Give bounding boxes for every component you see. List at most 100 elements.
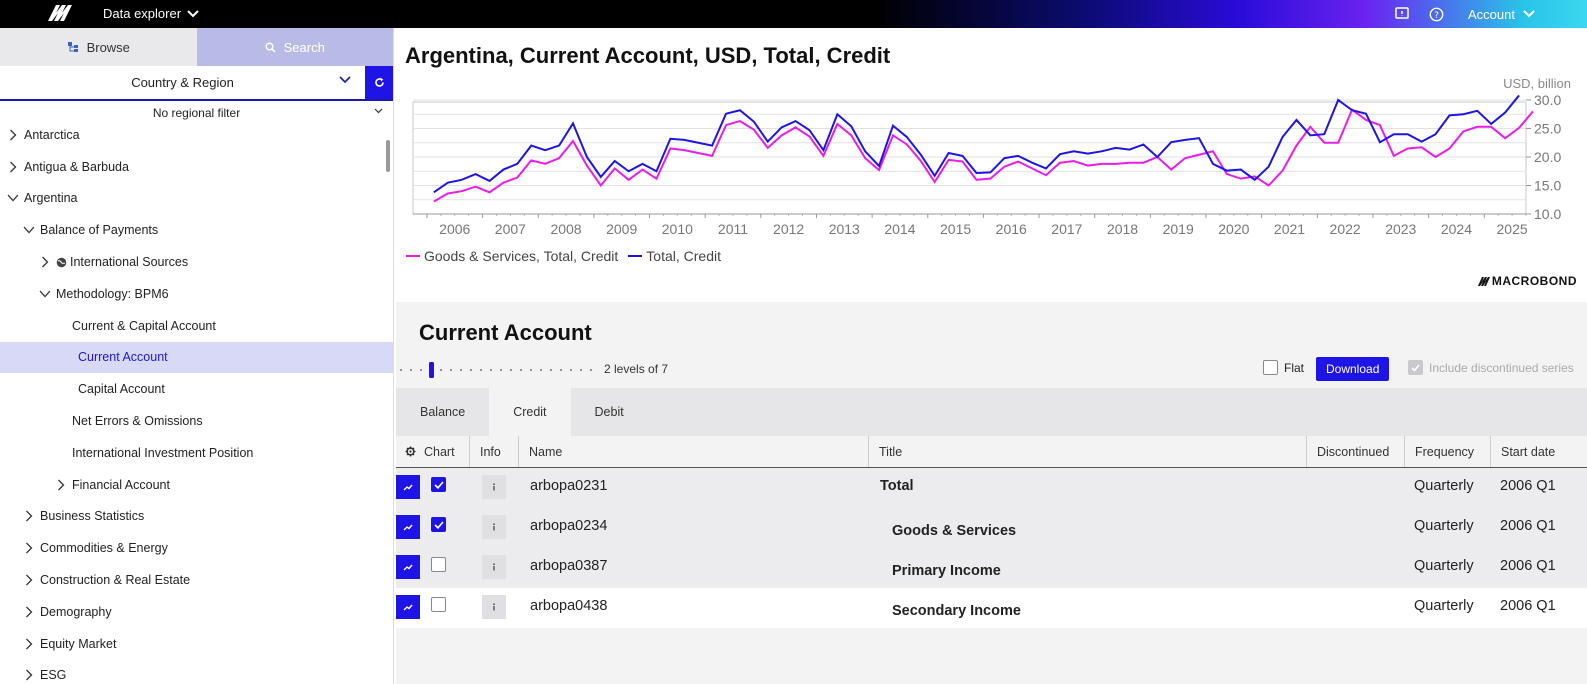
sidebar-item-argentina[interactable]: Argentina — [0, 183, 393, 215]
level-dot[interactable] — [509, 368, 513, 372]
chart-series-button[interactable] — [396, 515, 420, 539]
level-dot[interactable] — [469, 368, 473, 372]
chevron-right-icon[interactable] — [22, 668, 36, 682]
level-dot[interactable] — [579, 368, 583, 372]
sidebar-item-antarctica[interactable]: Antarctica — [0, 119, 393, 151]
sidebar-item-international-investment-position[interactable]: International Investment Position — [0, 437, 393, 469]
series-checkbox[interactable] — [431, 557, 446, 572]
sidebar-item-current-account[interactable]: Current Account — [0, 341, 393, 374]
line-chart[interactable]: 30.0 25.0 20.0 15.0 10.0 2006 2007 2008 2009 2010… — [396, 90, 1587, 290]
legend-item-total[interactable]: Total, Credit — [628, 248, 721, 264]
level-dot[interactable] — [519, 368, 523, 372]
level-dot[interactable] — [539, 368, 543, 372]
level-dot[interactable] — [549, 368, 553, 372]
sidebar-item-construction-real-estate[interactable]: Construction & Real Estate — [0, 564, 393, 596]
include-discontinued-checkbox[interactable] — [1408, 360, 1423, 375]
level-dot[interactable] — [589, 368, 593, 372]
regional-filter-dropdown[interactable]: No regional filter — [0, 101, 393, 125]
sidebar-item-business-statistics[interactable]: Business Statistics — [0, 501, 393, 533]
chevron-right-icon[interactable] — [54, 478, 68, 492]
help-icon[interactable]: ? — [1426, 4, 1446, 24]
refresh-button[interactable] — [365, 66, 393, 99]
app-switcher-menu[interactable]: Data explorer — [103, 6, 199, 21]
chevron-right-icon[interactable] — [22, 541, 36, 555]
level-dot[interactable] — [439, 368, 443, 372]
table-row[interactable]: arbopa0387 Primary Income Quarterly 2006 Q1 — [396, 548, 1587, 588]
chevron-right-icon[interactable] — [22, 573, 36, 587]
tab-search[interactable]: Search — [196, 28, 393, 66]
series-checkbox[interactable] — [431, 477, 446, 492]
chart-title: Argentina, Current Account, USD, Total, … — [405, 43, 891, 68]
tab-credit[interactable]: Credit — [489, 388, 571, 436]
info-button[interactable] — [482, 515, 506, 539]
chart-series-button[interactable] — [396, 595, 420, 619]
column-header-name[interactable]: Name — [519, 436, 869, 467]
level-dot[interactable] — [489, 368, 493, 372]
flat-toggle[interactable]: Flat — [1263, 360, 1304, 375]
level-dot[interactable] — [569, 368, 573, 372]
table-row[interactable]: arbopa0231 Total Quarterly 2006 Q1 — [396, 468, 1587, 508]
level-dot[interactable] — [399, 368, 403, 372]
sidebar-item-net-errors-omissions[interactable]: Net Errors & Omissions — [0, 405, 393, 437]
chevron-down-icon[interactable] — [6, 191, 20, 205]
account-menu[interactable]: Account — [1468, 7, 1535, 22]
tab-debit[interactable]: Debit — [594, 405, 624, 419]
chevron-right-icon[interactable] — [22, 509, 36, 523]
sidebar-item-commodities-energy[interactable]: Commodities & Energy — [0, 532, 393, 564]
level-dot[interactable] — [499, 368, 503, 372]
sidebar-scrollbar[interactable] — [386, 140, 390, 172]
chevron-right-icon[interactable] — [6, 128, 20, 142]
column-header-title[interactable]: Title — [869, 436, 1307, 467]
level-slider-handle[interactable] — [429, 362, 434, 378]
level-slider[interactable]: 2 levels of 7 — [396, 358, 996, 382]
table-row[interactable]: arbopa0234 Goods & Services Quarterly 2006 … — [396, 508, 1587, 548]
chart-series-button[interactable] — [396, 475, 420, 499]
flat-checkbox[interactable] — [1263, 360, 1278, 375]
chart-series-button[interactable] — [396, 555, 420, 579]
chevron-right-icon[interactable] — [6, 160, 20, 174]
series-checkbox[interactable] — [431, 597, 446, 612]
legend-item-goods[interactable]: Goods & Services, Total, Credit — [406, 248, 618, 264]
sidebar-item-current-capital-account[interactable]: Current & Capital Account — [0, 310, 393, 342]
sidebar-item-financial-account[interactable]: Financial Account — [0, 469, 393, 501]
sidebar-item-international-sources[interactable]: International Sources — [0, 246, 393, 278]
info-button[interactable] — [482, 595, 506, 619]
level-dot[interactable] — [409, 368, 413, 372]
column-header-frequency[interactable]: Frequency — [1405, 436, 1491, 467]
info-button[interactable] — [482, 555, 506, 579]
level-dot[interactable] — [419, 368, 423, 372]
sidebar-item-esg[interactable]: ESG — [0, 660, 393, 684]
level-dot[interactable] — [459, 368, 463, 372]
level-dot[interactable] — [529, 368, 533, 372]
gear-icon[interactable] — [405, 446, 416, 457]
sidebar-item-balance-of-payments[interactable]: Balance of Payments — [0, 214, 393, 246]
feedback-icon[interactable] — [1392, 4, 1412, 24]
sidebar-item-capital-account[interactable]: Capital Account — [0, 373, 393, 405]
level-dot[interactable] — [559, 368, 563, 372]
chevron-down-icon[interactable] — [22, 223, 36, 237]
sidebar-item-antigua-barbuda[interactable]: Antigua & Barbuda — [0, 151, 393, 183]
level-dots[interactable] — [396, 358, 596, 382]
sidebar-item-equity-market[interactable]: Equity Market — [0, 628, 393, 660]
tab-browse[interactable]: Browse — [0, 28, 197, 66]
series-checkbox[interactable] — [431, 517, 446, 532]
info-button[interactable] — [482, 475, 506, 499]
macrobond-logo-icon[interactable] — [48, 5, 80, 26]
download-button[interactable]: Download — [1316, 357, 1390, 381]
chevron-down-icon[interactable] — [38, 287, 52, 301]
column-header-info[interactable]: Info — [470, 436, 519, 467]
column-header-chart[interactable]: Chart — [396, 436, 470, 467]
chevron-right-icon[interactable] — [38, 255, 52, 269]
chevron-right-icon[interactable] — [22, 637, 36, 651]
sidebar-item-methodology-bpm6[interactable]: Methodology: BPM6 — [0, 278, 393, 310]
category-selector[interactable]: Country & Region — [0, 66, 365, 99]
include-discontinued-toggle[interactable]: Include discontinued series — [1408, 360, 1574, 375]
chevron-right-icon[interactable] — [22, 605, 36, 619]
sidebar-item-demography[interactable]: Demography — [0, 596, 393, 628]
level-dot[interactable] — [449, 368, 453, 372]
level-dot[interactable] — [479, 368, 483, 372]
column-header-start-date[interactable]: Start date — [1501, 444, 1556, 459]
table-row[interactable]: arbopa0438 Secondary Income Quarterly 2006 … — [396, 588, 1587, 628]
tab-balance[interactable]: Balance — [420, 405, 466, 419]
column-header-discontinued[interactable]: Discontinued — [1307, 436, 1405, 467]
